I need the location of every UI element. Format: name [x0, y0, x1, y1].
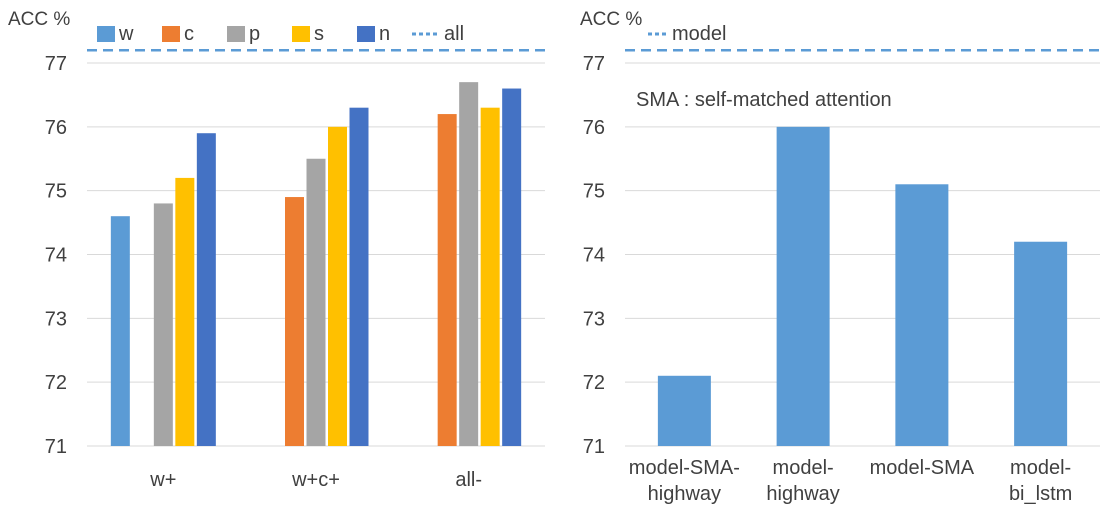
- y-tick-label: 75: [583, 181, 605, 203]
- bar-1: [657, 375, 711, 446]
- chart-panel-2: 71 72 73 74 75 76 77 ACC % model-SMA-highway mode…: [580, 9, 1100, 505]
- bar-n-2: [349, 107, 369, 446]
- bar-s-2: [328, 126, 347, 446]
- y-tick-label: 77: [583, 53, 605, 75]
- y-tick-label: 72: [45, 372, 67, 394]
- bar-c-2: [285, 197, 304, 446]
- y-tick-label: 73: [45, 308, 67, 330]
- bar-c-3: [437, 114, 457, 447]
- bar-3: [895, 184, 949, 447]
- legend-label-reference: model: [672, 23, 726, 45]
- y-tick-label: 74: [583, 245, 605, 267]
- y-tick-label: 71: [583, 436, 605, 458]
- y-tick-label: 73: [583, 308, 605, 330]
- y-tick-label: 76: [45, 117, 67, 139]
- y-tick-label: 72: [583, 372, 605, 394]
- legend-swatch-n: [357, 26, 375, 42]
- legend-label-reference: all: [444, 23, 464, 45]
- legend-label-n: n: [379, 23, 390, 45]
- y-tick-label: 76: [583, 117, 605, 139]
- bar-w-1: [110, 216, 130, 446]
- bar-n-3: [502, 88, 522, 447]
- bar-p-3: [459, 82, 479, 447]
- legend-swatch-w: [97, 26, 115, 42]
- y-tick-label: 75: [45, 181, 67, 203]
- legend-swatch-p: [227, 26, 245, 42]
- bar-2: [776, 126, 830, 446]
- x-tick-label: model-: [773, 457, 834, 479]
- bar-4: [1014, 241, 1068, 446]
- x-tick-label: model-SMA: [870, 457, 975, 479]
- bar-s-3: [480, 107, 500, 446]
- x-tick-label: w+: [149, 469, 176, 491]
- bar-p-2: [306, 158, 326, 446]
- x-tick-label: all-: [455, 469, 482, 491]
- x-tick-label: highway: [766, 483, 839, 505]
- x-tick-label: model-: [1010, 457, 1071, 479]
- legend-label-p: p: [249, 23, 260, 45]
- legend-label-w: w: [118, 23, 134, 45]
- bar-n-1: [196, 133, 216, 446]
- chart-panel-1: 71 72 73 74 75 76 77 ACC % w+ w+c+ all-w c p s n all: [8, 9, 545, 491]
- y-tick-label: 77: [45, 53, 67, 75]
- y-tick-label: 71: [45, 436, 67, 458]
- y-tick-label: 74: [45, 245, 67, 267]
- legend-label-s: s: [314, 23, 324, 45]
- legend-swatch-c: [162, 26, 180, 42]
- bar-s-1: [175, 177, 195, 446]
- legend-label-c: c: [184, 23, 194, 45]
- x-tick-label: highway: [648, 483, 721, 505]
- chart-annotation: SMA : self-matched attention: [636, 89, 892, 111]
- y-axis-label: ACC %: [580, 9, 642, 30]
- x-tick-label: model-SMA-: [629, 457, 740, 479]
- x-tick-label: bi_lstm: [1009, 483, 1072, 505]
- bar-p-1: [153, 203, 173, 446]
- legend-swatch-s: [292, 26, 310, 42]
- y-axis-label: ACC %: [8, 9, 70, 30]
- x-tick-label: w+c+: [291, 469, 340, 491]
